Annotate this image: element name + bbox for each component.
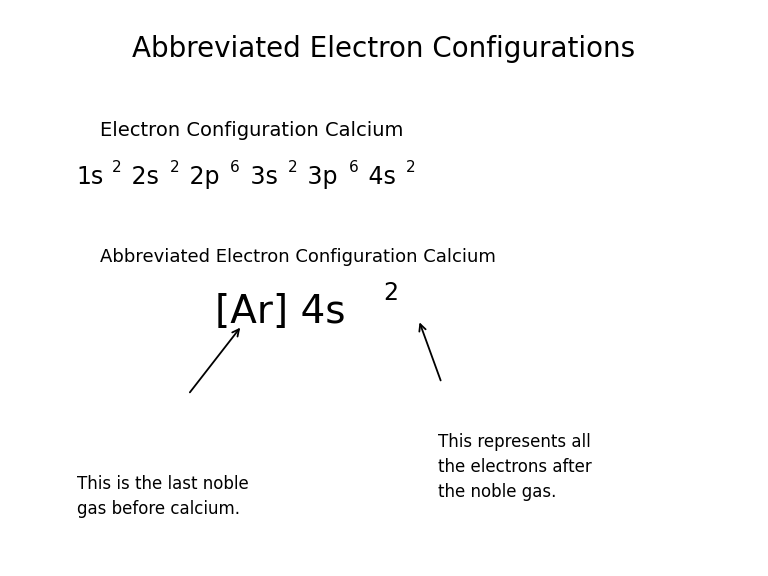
Text: 2: 2 — [170, 160, 179, 175]
Text: 6: 6 — [349, 160, 359, 175]
Text: 6: 6 — [230, 160, 240, 175]
Text: 2: 2 — [288, 160, 297, 175]
Text: Abbreviated Electron Configuration Calcium: Abbreviated Electron Configuration Calci… — [100, 248, 495, 266]
Text: 2: 2 — [406, 160, 415, 175]
Text: 2s: 2s — [124, 165, 159, 190]
Text: 3s: 3s — [243, 165, 278, 190]
Text: 2: 2 — [383, 281, 399, 305]
Text: [Ar] 4s: [Ar] 4s — [215, 293, 346, 331]
Text: Abbreviated Electron Configurations: Abbreviated Electron Configurations — [132, 35, 636, 63]
Text: 2: 2 — [112, 160, 121, 175]
Text: 2p: 2p — [182, 165, 220, 190]
Text: 3p: 3p — [300, 165, 338, 190]
Text: 1s: 1s — [77, 165, 104, 190]
Text: 4s: 4s — [361, 165, 396, 190]
Text: This represents all
the electrons after
the noble gas.: This represents all the electrons after … — [438, 433, 591, 501]
Text: This is the last noble
gas before calcium.: This is the last noble gas before calciu… — [77, 475, 249, 518]
Text: Electron Configuration Calcium: Electron Configuration Calcium — [100, 121, 403, 140]
